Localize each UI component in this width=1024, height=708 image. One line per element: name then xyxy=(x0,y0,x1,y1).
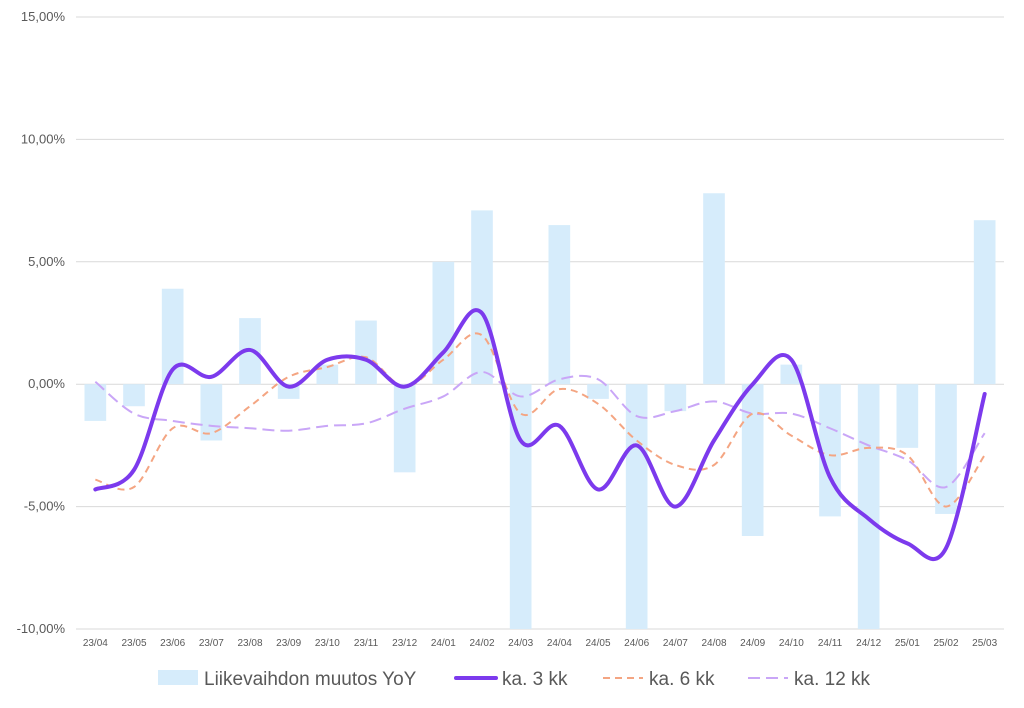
x-tick-label: 23/10 xyxy=(315,638,340,649)
legend-label: ka. 6 kk xyxy=(649,669,715,690)
x-tick-label: 24/12 xyxy=(856,638,881,649)
x-tick-label: 24/06 xyxy=(624,638,649,649)
x-tick-label: 25/03 xyxy=(972,638,997,649)
x-tick-label: 23/12 xyxy=(392,638,417,649)
bar-series xyxy=(84,193,996,629)
series-line xyxy=(95,332,986,508)
x-tick-label: 24/01 xyxy=(431,638,456,649)
bar xyxy=(703,193,725,385)
y-tick-label: 15,00% xyxy=(21,9,66,24)
y-tick-label: 10,00% xyxy=(21,131,66,146)
x-tick-label: 24/08 xyxy=(701,638,726,649)
line-series xyxy=(93,308,987,562)
x-tick-label: 24/10 xyxy=(779,638,804,649)
bar xyxy=(471,210,493,385)
x-tick-label: 23/07 xyxy=(199,638,224,649)
legend-swatch xyxy=(158,670,198,685)
legend-label: ka. 3 kk xyxy=(502,669,568,690)
x-tick-label: 23/05 xyxy=(121,638,146,649)
bar xyxy=(587,384,609,399)
x-tick-label: 23/09 xyxy=(276,638,301,649)
x-tick-label: 24/11 xyxy=(818,638,843,649)
bar xyxy=(935,384,957,514)
x-axis-ticks: 23/04 23/05 23/06 23/07 23/08 23/09 23/10 23/11… xyxy=(83,638,998,649)
bar xyxy=(200,384,223,441)
y-tick-label: -5,00% xyxy=(24,499,66,514)
x-tick-label: 24/03 xyxy=(508,638,533,649)
bar xyxy=(973,220,996,385)
x-tick-label: 24/05 xyxy=(585,638,610,649)
bar xyxy=(896,384,919,448)
x-tick-label: 23/08 xyxy=(237,638,262,649)
bar xyxy=(664,384,687,412)
y-tick-label: 0,00% xyxy=(28,376,65,391)
y-tick-label: -10,00% xyxy=(17,621,66,636)
series-line xyxy=(93,308,987,562)
x-tick-label: 24/07 xyxy=(663,638,688,649)
bar xyxy=(355,320,377,385)
gridlines xyxy=(76,16,1004,630)
legend-label: Liikevaihdon muutos YoY xyxy=(204,669,417,690)
series-line xyxy=(94,370,986,489)
x-tick-label: 23/06 xyxy=(160,638,185,649)
x-tick-label: 24/09 xyxy=(740,638,765,649)
x-tick-label: 24/02 xyxy=(469,638,494,649)
x-tick-label: 23/04 xyxy=(83,638,108,649)
legend: Liikevaihdon muutos YoY ka. 3 kk ka. 6 kk k… xyxy=(158,669,871,690)
x-tick-label: 25/02 xyxy=(933,638,958,649)
bar xyxy=(84,384,107,421)
x-tick-label: 25/01 xyxy=(895,638,920,649)
bar xyxy=(857,384,880,629)
legend-label: ka. 12 kk xyxy=(794,669,871,690)
bar xyxy=(625,384,648,629)
bar xyxy=(548,225,571,385)
bar xyxy=(741,384,764,536)
bar xyxy=(161,288,184,385)
y-axis-ticks: 15,00% 10,00% 5,00% 0,00% -5,00% -10,00% xyxy=(17,9,66,636)
bar xyxy=(123,384,145,407)
y-tick-label: 5,00% xyxy=(28,254,65,269)
bar xyxy=(316,364,339,385)
bar xyxy=(432,261,455,385)
x-tick-label: 24/04 xyxy=(547,638,572,649)
bar xyxy=(393,384,416,473)
x-tick-label: 23/11 xyxy=(354,638,379,649)
